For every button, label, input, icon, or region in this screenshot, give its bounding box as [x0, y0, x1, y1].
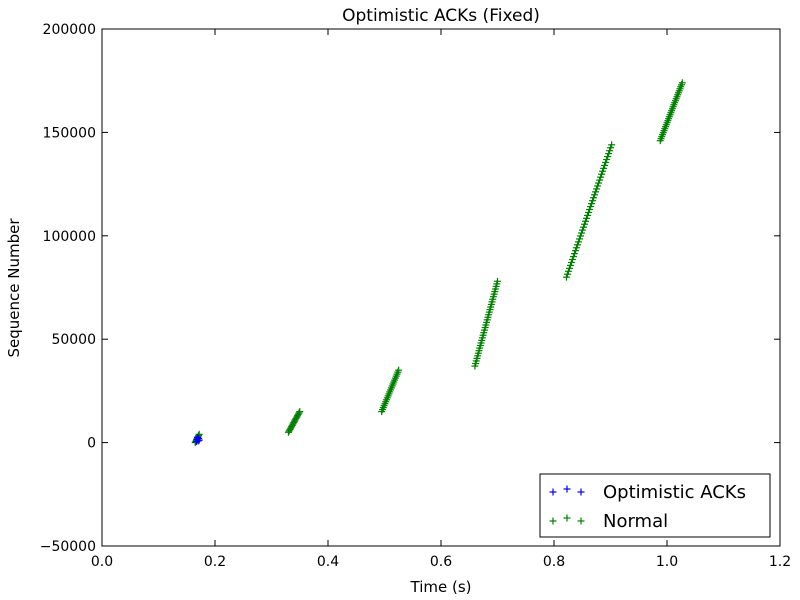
data-point-normal — [583, 214, 591, 222]
data-point-normal — [590, 194, 598, 202]
data-point-normal — [576, 232, 584, 240]
data-point-normal — [603, 156, 611, 164]
legend-marker — [563, 485, 571, 493]
data-point-normal — [579, 226, 587, 234]
x-tick-label: 0.2 — [204, 554, 226, 570]
y-tick-label: 50000 — [51, 332, 96, 348]
x-tick-label: 1.2 — [769, 554, 791, 570]
legend-label: Optimistic ACKs — [603, 482, 746, 503]
x-tick-label: 0.6 — [430, 554, 452, 570]
data-point-normal — [295, 409, 303, 417]
data-point-normal — [574, 238, 582, 246]
y-tick-label: 100000 — [43, 229, 96, 245]
data-point-normal — [597, 173, 605, 181]
data-point-normal — [567, 258, 575, 266]
data-point-normal — [587, 203, 595, 211]
data-point-normal — [584, 211, 592, 219]
data-point-normal — [596, 176, 604, 184]
x-tick-label: 0.8 — [543, 554, 565, 570]
x-tick-label: 0.0 — [91, 554, 113, 570]
data-point-normal — [604, 153, 612, 161]
data-point-normal — [573, 241, 581, 249]
data-point-normal — [678, 79, 686, 87]
legend-marker — [577, 488, 585, 496]
legend-marker — [563, 514, 571, 522]
data-point-normal — [605, 150, 613, 158]
data-point-normal — [570, 250, 578, 258]
legend-box — [539, 473, 771, 538]
data-point-normal — [594, 182, 602, 190]
data-point-normal — [593, 185, 601, 193]
y-tick-label: 150000 — [43, 125, 96, 141]
x-tick-label: 0.4 — [317, 554, 339, 570]
legend-marker — [549, 488, 557, 496]
data-point-normal — [562, 273, 570, 281]
data-point-normal — [595, 179, 603, 187]
data-point-normal — [598, 170, 606, 178]
data-point-normal — [580, 223, 588, 231]
x-tick-label: 1.0 — [656, 554, 678, 570]
legend: Optimistic ACKs Normal — [539, 473, 771, 538]
data-point-normal — [575, 235, 583, 243]
data-point-normal — [586, 206, 594, 214]
data-point-normal — [563, 270, 571, 278]
x-axis-label: Time (s) — [410, 578, 472, 596]
data-point-normal — [569, 253, 577, 261]
data-point-normal — [571, 247, 579, 255]
data-point-normal — [606, 147, 614, 155]
legend-marker — [577, 517, 585, 525]
plot-frame — [101, 28, 781, 547]
data-point-normal — [395, 366, 403, 374]
data-point-optimistic-ack — [195, 436, 203, 444]
data-point-normal — [588, 200, 596, 208]
data-point-normal — [599, 167, 607, 175]
axis-ticks: 0.0 0.2 0.4 0.6 0.8 1.0 1.2 −50000 0 50000 100000 1… — [40, 22, 791, 570]
data-point-normal — [566, 261, 574, 269]
data-point-normal — [600, 164, 608, 172]
y-axis-label: Sequence Number — [5, 218, 23, 358]
data-points — [191, 79, 686, 447]
data-point-normal — [568, 256, 576, 264]
data-point-normal — [582, 217, 590, 225]
chart-title: Optimistic ACKs (Fixed) — [342, 6, 540, 26]
data-point-normal — [608, 141, 616, 149]
data-point-normal — [581, 220, 589, 228]
y-tick-label: 0 — [87, 436, 96, 452]
data-point-normal — [572, 244, 580, 252]
data-point-normal — [602, 158, 610, 166]
data-point-normal — [589, 197, 597, 205]
legend-marker — [549, 517, 557, 525]
data-point-normal — [592, 188, 600, 196]
data-point-normal — [564, 267, 572, 275]
data-point-normal — [296, 408, 304, 416]
data-point-normal — [591, 191, 599, 199]
plot-area: 0.0 0.2 0.4 0.6 0.8 1.0 1.2 −50000 0 50000 100000 1… — [40, 22, 791, 570]
legend-label: Normal — [603, 511, 668, 532]
data-point-normal — [577, 229, 585, 237]
data-point-normal — [607, 144, 615, 152]
data-point-normal — [565, 264, 573, 272]
data-point-normal — [585, 208, 593, 216]
data-point-normal — [601, 161, 609, 169]
y-tick-label: 200000 — [43, 22, 96, 38]
y-tick-label: −50000 — [40, 539, 96, 555]
data-point-normal — [494, 277, 501, 285]
